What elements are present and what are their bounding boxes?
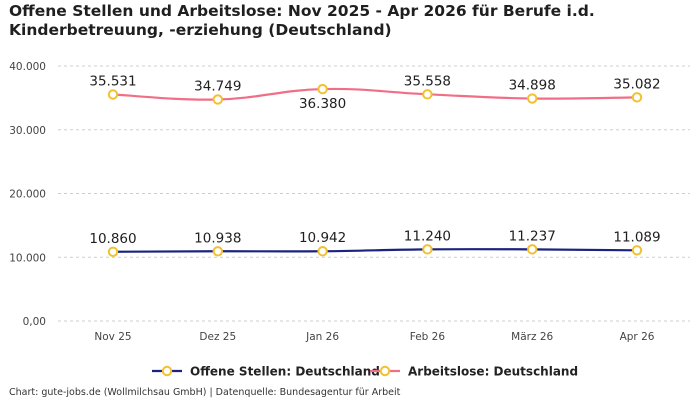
offene-stellen-marker	[212, 246, 224, 257]
data-label: 36.380	[299, 96, 346, 112]
x-tick-label: Apr 26	[620, 331, 655, 343]
arbeitslose-marker	[631, 92, 643, 103]
x-tick-label: März 26	[511, 331, 553, 343]
arbeitslose-marker	[107, 89, 119, 100]
data-label: 10.938	[194, 230, 241, 246]
y-tick-label: 0,00	[23, 316, 46, 328]
arbeitslose-marker	[212, 94, 224, 105]
legend-offene-stellen: Offene Stellen: Deutschland	[152, 365, 380, 379]
legend-arbeitslose: Arbeitslose: Deutschland	[370, 365, 578, 379]
legend-marker	[379, 365, 391, 377]
offene-stellen-marker	[317, 246, 328, 257]
arbeitslose-marker	[317, 83, 328, 95]
offene-stellen-marker	[631, 245, 643, 256]
data-label: 34.749	[194, 78, 241, 94]
offene-stellen-marker	[422, 244, 433, 255]
y-tick-label: 40.000	[9, 61, 46, 73]
x-tick-label: Dez 25	[199, 331, 236, 343]
arbeitslose-line	[112, 87, 638, 101]
legend-label: Arbeitslose: Deutschland	[408, 365, 578, 379]
data-label: 35.531	[89, 73, 136, 89]
y-tick-label: 30.000	[9, 125, 46, 137]
x-tick-label: Jan 26	[305, 331, 339, 343]
data-label: 35.082	[613, 76, 660, 92]
data-label: 11.089	[613, 229, 660, 245]
data-label: 11.237	[509, 228, 556, 244]
offene-stellen-line	[112, 248, 638, 253]
y-tick-label: 10.000	[9, 252, 46, 264]
legend-label: Offene Stellen: Deutschland	[190, 365, 380, 379]
offene-stellen-marker	[527, 244, 538, 255]
chart-footer: Chart: gute-jobs.de (Wollmilchsau GmbH) …	[9, 387, 401, 398]
offene-stellen-marker	[107, 246, 119, 257]
y-tick-label: 20.000	[9, 189, 46, 201]
data-label: 35.558	[404, 73, 451, 89]
data-label: 34.898	[509, 78, 556, 94]
x-tick-label: Nov 25	[94, 331, 131, 343]
x-tick-label: Feb 26	[410, 331, 446, 343]
data-label: 10.942	[299, 230, 346, 246]
data-label: 11.240	[404, 228, 451, 244]
arbeitslose-marker	[527, 93, 538, 104]
legend-marker	[161, 365, 173, 377]
data-label: 10.860	[89, 231, 136, 247]
arbeitslose-marker	[422, 89, 433, 100]
chart-title: Offene Stellen und Arbeitslose: Nov 2025…	[9, 2, 595, 39]
